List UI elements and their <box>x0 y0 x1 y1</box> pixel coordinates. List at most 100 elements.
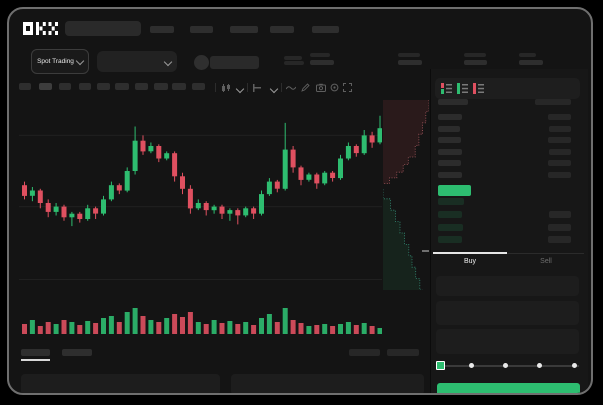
right-panel: Buy Sell <box>430 69 588 393</box>
stat-label <box>398 53 420 57</box>
timeframe-button[interactable] <box>19 83 31 90</box>
amount-bar <box>549 149 571 155</box>
active-tab-indicator <box>433 252 507 254</box>
interval-icon[interactable] <box>253 84 263 92</box>
price-bar <box>438 126 460 132</box>
chevron-down-icon <box>75 56 85 65</box>
divider <box>281 83 282 92</box>
divider <box>247 83 248 92</box>
orderbook-row[interactable] <box>438 99 578 105</box>
chevron-down-icon <box>163 57 173 66</box>
amount-bar <box>549 211 571 218</box>
avatar[interactable] <box>194 55 209 70</box>
chevron-down-icon[interactable] <box>235 84 245 94</box>
price-bar <box>438 211 462 218</box>
indicator-wave-icon[interactable] <box>286 85 296 91</box>
fullscreen-icon[interactable] <box>343 83 352 92</box>
okx-logo <box>23 22 58 35</box>
timeframe-button[interactable] <box>172 83 186 90</box>
timeframe-button[interactable] <box>115 83 129 90</box>
buy-submit-button[interactable] <box>437 383 580 393</box>
orderbook-row[interactable] <box>438 224 578 231</box>
bottom-tab[interactable] <box>21 349 50 356</box>
orderbook-row[interactable] <box>438 126 578 132</box>
timeframe-button[interactable] <box>97 83 110 90</box>
slider-stop-dot[interactable] <box>469 363 474 368</box>
amount-bar <box>548 172 571 178</box>
last-price-row[interactable] <box>438 185 578 196</box>
tab-sell[interactable]: Sell <box>540 258 552 265</box>
stat-value <box>310 60 334 65</box>
stat-value <box>519 60 543 65</box>
chart-footer-button[interactable] <box>349 349 380 356</box>
depth-price-marker <box>422 250 429 252</box>
bottom-panel <box>21 374 220 393</box>
price-bar <box>438 99 468 105</box>
orderbook-row[interactable] <box>438 211 578 218</box>
pair-selector-dropdown[interactable] <box>97 51 177 72</box>
orderbook-mode-asks-icon[interactable] <box>473 83 484 94</box>
timeframe-button[interactable] <box>192 83 205 90</box>
orderbook-mode-both-icon[interactable] <box>441 83 452 94</box>
tab-buy[interactable]: Buy <box>463 258 477 265</box>
stat-value <box>464 60 487 65</box>
orderbook-row[interactable] <box>438 172 578 178</box>
amount-bar <box>548 137 571 143</box>
candlestick-chart[interactable] <box>19 98 382 338</box>
order-price-input[interactable] <box>436 276 579 296</box>
last-price-bar <box>438 185 471 196</box>
amount-bar <box>548 114 571 120</box>
order-amount-input[interactable] <box>436 301 579 325</box>
stat-value <box>398 60 422 65</box>
orderbook-row[interactable] <box>438 114 578 120</box>
chevron-down-icon[interactable] <box>269 84 279 94</box>
timeframe-button[interactable] <box>154 83 168 90</box>
timeframe-button[interactable] <box>135 83 148 90</box>
price-bar <box>438 160 461 166</box>
orderbook-row[interactable] <box>438 137 578 143</box>
nav-item[interactable] <box>190 26 213 33</box>
slider-stop-dot[interactable] <box>503 363 508 368</box>
amount-slider-track[interactable] <box>441 365 579 367</box>
search-input[interactable] <box>65 21 141 36</box>
orderbook-row[interactable] <box>438 149 578 155</box>
amount-bar <box>548 236 571 243</box>
timeframe-button[interactable] <box>39 83 52 90</box>
nav-item[interactable] <box>150 26 174 33</box>
depth-chart <box>383 100 429 290</box>
slider-stop-dot[interactable] <box>537 363 542 368</box>
order-total-input[interactable] <box>436 329 579 354</box>
draw-pencil-icon[interactable] <box>301 83 310 92</box>
price-bar <box>438 198 464 205</box>
amount-bar <box>535 99 571 105</box>
camera-icon[interactable] <box>316 83 326 92</box>
gear-icon[interactable] <box>330 83 339 92</box>
nav-item[interactable] <box>312 26 339 33</box>
price-bar <box>438 114 462 120</box>
account-summary-line <box>284 61 304 65</box>
orderbook-row[interactable] <box>438 198 578 205</box>
nav-item[interactable] <box>230 26 258 33</box>
nav-item[interactable] <box>270 26 294 33</box>
orderbook-row[interactable] <box>438 236 578 243</box>
orderbook-mode-bids-icon[interactable] <box>457 83 468 94</box>
amount-slider-handle[interactable] <box>436 361 445 370</box>
market-type-dropdown[interactable]: Spot Trading <box>31 49 89 74</box>
price-bar <box>438 224 463 231</box>
amount-bar <box>549 126 571 132</box>
amount-bar <box>548 224 571 231</box>
candle-type-icon[interactable] <box>221 84 232 92</box>
tab-divider <box>433 253 584 254</box>
timeframe-button[interactable] <box>79 83 91 90</box>
bottom-panel <box>231 374 424 393</box>
timeframe-button[interactable] <box>59 83 71 90</box>
app-window: Spot Trading <box>7 7 593 395</box>
orderbook-row[interactable] <box>438 160 578 166</box>
price-bar <box>438 236 462 243</box>
amount-bar <box>548 160 571 166</box>
slider-stop-dot[interactable] <box>572 363 577 368</box>
stat-label <box>519 53 536 57</box>
account-button[interactable] <box>210 56 259 69</box>
bottom-tab[interactable] <box>62 349 92 356</box>
chart-footer-button[interactable] <box>387 349 419 356</box>
